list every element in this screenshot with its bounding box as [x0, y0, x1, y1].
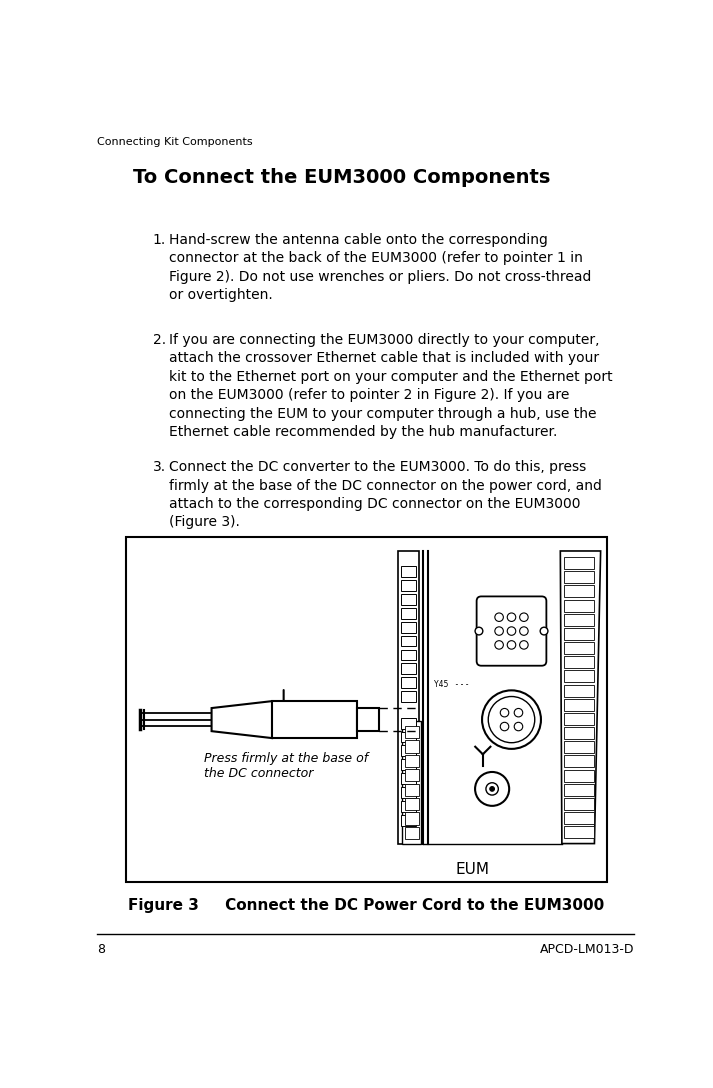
Circle shape — [482, 691, 541, 749]
Bar — [404, 741, 419, 753]
Circle shape — [507, 641, 515, 650]
Circle shape — [501, 708, 509, 717]
Circle shape — [520, 641, 528, 650]
Bar — [402, 720, 421, 843]
Bar — [401, 608, 416, 619]
Bar — [126, 537, 607, 882]
Text: 8: 8 — [97, 942, 105, 955]
Circle shape — [490, 787, 494, 791]
Bar — [564, 741, 594, 753]
Text: If you are connecting the EUM3000 directly to your computer,
attach the crossove: If you are connecting the EUM3000 direct… — [169, 333, 612, 440]
Bar — [564, 684, 594, 696]
Bar — [404, 755, 419, 767]
Bar — [401, 787, 416, 798]
Circle shape — [520, 627, 528, 635]
Bar — [564, 698, 594, 710]
Bar — [404, 827, 419, 839]
Bar — [564, 783, 594, 795]
Polygon shape — [560, 551, 600, 843]
Bar — [401, 745, 416, 756]
Text: Y45   - - -: Y45 - - - — [434, 680, 468, 689]
Circle shape — [501, 722, 509, 731]
Bar — [404, 726, 419, 738]
Text: APCD-LM013-D: APCD-LM013-D — [540, 942, 634, 955]
Bar — [564, 713, 594, 725]
Bar — [564, 585, 594, 597]
Circle shape — [475, 627, 483, 635]
Bar — [564, 557, 594, 569]
Text: Press firmly at the base of
the DC connector: Press firmly at the base of the DC conne… — [204, 752, 368, 780]
Bar — [272, 701, 357, 738]
Bar — [564, 826, 594, 838]
Text: Hand-screw the antenna cable onto the corresponding
connector at the back of the: Hand-screw the antenna cable onto the co… — [169, 233, 591, 302]
Circle shape — [495, 641, 503, 650]
Circle shape — [520, 613, 528, 621]
Circle shape — [540, 627, 548, 635]
Bar — [564, 642, 594, 654]
FancyBboxPatch shape — [476, 596, 546, 666]
Circle shape — [495, 627, 503, 635]
Bar — [404, 769, 419, 781]
Text: 1.: 1. — [153, 233, 166, 247]
Text: EUM: EUM — [456, 863, 489, 877]
Bar — [401, 731, 416, 742]
Bar — [401, 650, 416, 660]
Bar — [401, 677, 416, 688]
Bar — [564, 599, 594, 611]
Text: Connect the DC converter to the EUM3000. To do this, press
firmly at the base of: Connect the DC converter to the EUM3000.… — [169, 460, 602, 530]
Bar — [401, 718, 416, 729]
Bar — [404, 813, 419, 825]
Bar — [401, 774, 416, 784]
Bar — [401, 801, 416, 812]
Text: 2.: 2. — [153, 333, 166, 347]
Circle shape — [514, 708, 523, 717]
Polygon shape — [212, 701, 272, 738]
Bar — [564, 727, 594, 739]
Bar — [401, 594, 416, 605]
Bar — [401, 635, 416, 646]
Text: Connecting Kit Components: Connecting Kit Components — [97, 137, 252, 148]
Circle shape — [488, 696, 535, 743]
Circle shape — [514, 722, 523, 731]
Circle shape — [495, 613, 503, 621]
Bar — [401, 759, 416, 770]
Bar — [398, 551, 419, 843]
Bar — [401, 815, 416, 826]
Text: 3.: 3. — [153, 460, 166, 474]
Circle shape — [475, 772, 509, 806]
Bar — [564, 812, 594, 824]
Bar — [401, 691, 416, 702]
Bar — [404, 799, 419, 811]
Bar — [564, 798, 594, 809]
Bar — [564, 670, 594, 682]
Circle shape — [507, 627, 515, 635]
Bar — [564, 614, 594, 626]
Bar — [564, 769, 594, 781]
Bar — [564, 656, 594, 668]
Bar — [401, 580, 416, 591]
Text: Figure 3     Connect the DC Power Cord to the EUM3000: Figure 3 Connect the DC Power Cord to th… — [128, 898, 605, 913]
Bar — [401, 664, 416, 675]
Bar — [564, 628, 594, 640]
Bar — [404, 783, 419, 795]
Circle shape — [486, 782, 498, 795]
Bar — [564, 755, 594, 767]
Bar — [401, 622, 416, 632]
Text: To Connect the EUM3000 Components: To Connect the EUM3000 Components — [133, 168, 550, 186]
Bar — [401, 567, 416, 577]
Bar — [564, 571, 594, 583]
Circle shape — [507, 613, 515, 621]
Bar — [357, 708, 379, 731]
